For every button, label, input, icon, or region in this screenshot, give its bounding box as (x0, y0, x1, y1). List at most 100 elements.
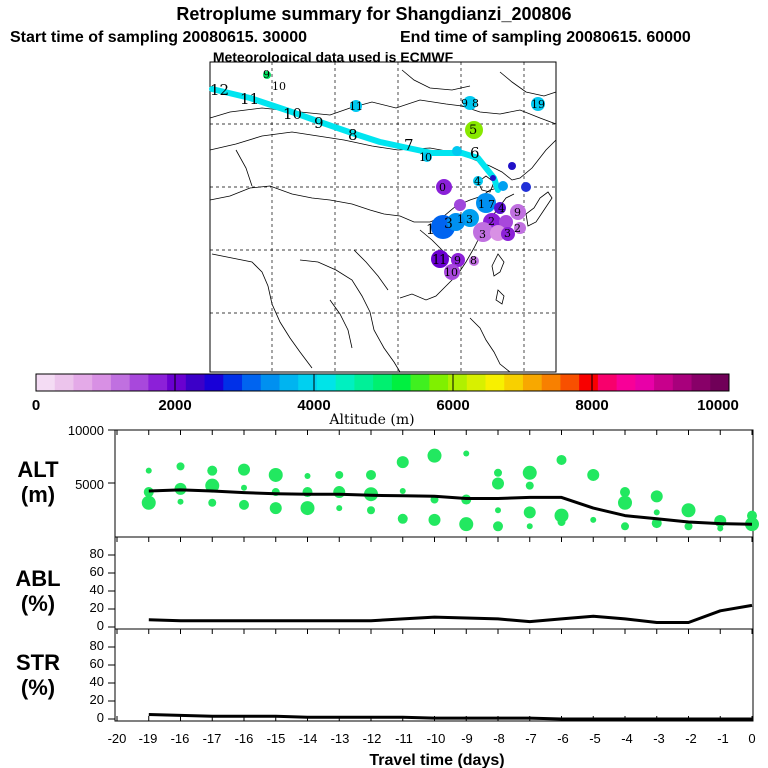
colorbar-swatch (129, 374, 149, 391)
x-tick: -7 (525, 731, 537, 746)
colorbar-swatch (185, 374, 206, 391)
cluster-marker (451, 253, 465, 267)
str-ytick: 20 (90, 692, 104, 707)
alt-label: ALT (17, 457, 59, 482)
trajectory-labels: 12 11 10 9 8 7 6 (210, 81, 480, 162)
map-clusters (263, 71, 545, 280)
colorbar-swatch (522, 374, 543, 391)
alt-scatter-point (587, 468, 600, 481)
abl-ytick: 0 (97, 618, 104, 633)
alt-scatter-point (717, 525, 724, 532)
cluster-label: 3 (504, 227, 511, 240)
cluster-label: 9 (461, 97, 468, 110)
alt-scatter-point (396, 456, 409, 469)
str-label: STR (16, 650, 60, 675)
colorbar-label: 8000 (575, 397, 608, 414)
alt-scatter-point (494, 468, 502, 477)
x-tick: -1 (717, 731, 729, 746)
colorbar-swatch (54, 374, 74, 391)
alt-scatter-point (141, 495, 156, 510)
alt-scatter-point (336, 505, 343, 512)
alt-mean-line (148, 488, 753, 526)
cluster-label: 0 (425, 151, 432, 164)
abl-label: ABL (15, 566, 60, 591)
colorbar-swatch (672, 374, 693, 391)
colorbar-swatch (448, 374, 468, 391)
colorbar-swatch (316, 374, 337, 391)
colorbar-swatch (110, 374, 131, 391)
cluster-marker (494, 202, 506, 214)
cluster-marker (465, 121, 483, 139)
cluster-label: 0 (439, 181, 446, 194)
x-tick: -9 (461, 731, 473, 746)
alt-scatter-point (208, 498, 217, 507)
x-tick-labels: -20 -19 -16 -17 -16 -15 -14 -13 -12 -11 … (108, 731, 756, 746)
colorbar-swatch (335, 374, 355, 391)
alt-scatter-point (145, 467, 152, 474)
colorbar-swatch (635, 374, 655, 391)
cluster-label: 3 (479, 228, 486, 241)
cluster-label: 8 (472, 97, 479, 110)
alt-scatter-point (554, 508, 569, 523)
abl-unit-label: (%) (21, 591, 55, 616)
cluster-marker (463, 96, 477, 110)
alt-scatter-point (207, 465, 218, 476)
cluster-label: 10 (444, 266, 458, 279)
colorbar-swatch (373, 374, 393, 391)
x-tick: -12 (363, 731, 382, 746)
str-unit-label: (%) (21, 675, 55, 700)
trajectory-label: 6 (470, 144, 480, 162)
trajectory-label: 8 (348, 126, 358, 144)
alt-scatter-point (681, 503, 696, 518)
alt-scatter-point (335, 470, 344, 479)
x-tick: -17 (203, 731, 222, 746)
altitude-colorbar (35, 373, 730, 392)
alt-scatter-point (268, 467, 283, 482)
x-tick: -19 (139, 731, 158, 746)
cluster-marker (490, 175, 496, 181)
x-tick: -10 (427, 731, 446, 746)
alt-scatter-point (495, 507, 501, 514)
x-tick: -3 (653, 731, 665, 746)
x-tick: -2 (685, 731, 697, 746)
cluster-marker (510, 204, 526, 220)
colorbar-swatch (710, 374, 730, 391)
x-tick: -5 (589, 731, 601, 746)
abl-line (148, 603, 753, 624)
colorbar-swatch (92, 374, 112, 391)
alt-scatter-point (176, 462, 185, 471)
colorbar-swatch (597, 374, 618, 391)
colorbar-swatch (504, 374, 524, 391)
alt-scatter-point (651, 518, 662, 529)
alt-scatter-point (525, 481, 534, 490)
cluster-marker (452, 146, 462, 156)
alt-scatter-point (620, 487, 630, 498)
trajectory-path (209, 86, 501, 193)
abl-panel-frame (114, 536, 754, 630)
colorbar-swatch (223, 374, 243, 391)
alt-scatter-point (618, 495, 632, 510)
colorbar-swatch (167, 374, 187, 391)
x-tick: -16 (235, 731, 254, 746)
alt-scatter-point (304, 473, 311, 480)
cluster-label: 1 (439, 253, 447, 268)
y-tick-marks (108, 429, 115, 720)
cluster-marker (461, 209, 479, 227)
colorbar-swatch (260, 374, 280, 391)
alt-scatter-point (300, 501, 315, 516)
alt-scatter-point (653, 509, 660, 516)
cluster-marker (444, 264, 460, 280)
str-line (148, 713, 752, 721)
cluster-marker (531, 97, 545, 111)
colorbar-swatch (429, 374, 449, 391)
alt-ytick: 5000 (75, 477, 104, 492)
alt-scatter-point (459, 517, 474, 532)
cluster-label: 3 (466, 213, 473, 226)
colorbar-swatch (410, 374, 430, 391)
alt-scatter-point (367, 506, 375, 515)
cluster-label: 9 (454, 254, 461, 267)
colorbar-swatch (616, 374, 636, 391)
cluster-marker (521, 182, 531, 192)
map-coastlines (209, 69, 557, 373)
